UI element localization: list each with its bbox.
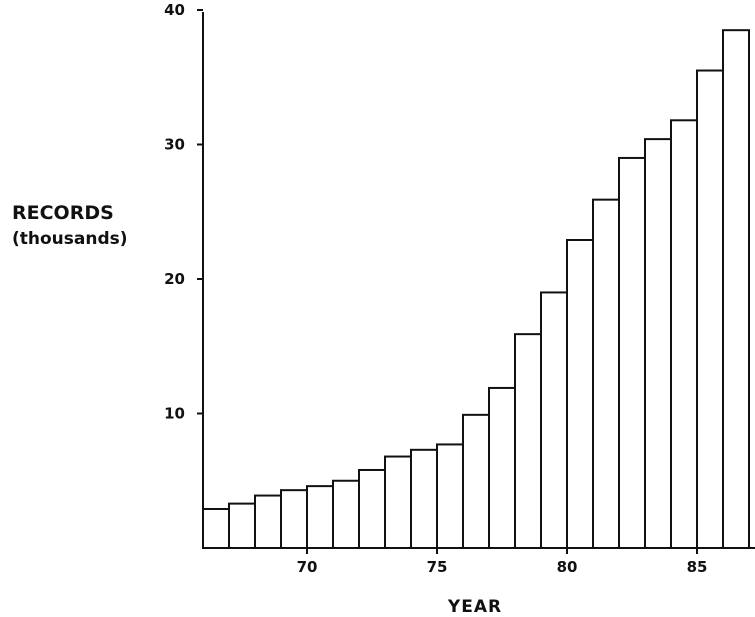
- bar-85: [696, 69, 724, 550]
- bar-79: [540, 291, 568, 550]
- x-tick-label-70: 70: [297, 558, 318, 576]
- bar-78: [514, 333, 542, 549]
- y-tick-label-20: 20: [164, 270, 185, 288]
- y-tick-label-30: 30: [164, 136, 185, 154]
- bar-72: [358, 468, 386, 549]
- bar-73: [384, 455, 412, 550]
- bar-70: [306, 485, 334, 550]
- bar-81: [592, 198, 620, 550]
- bar-84: [670, 119, 698, 549]
- axes-group: [197, 9, 755, 554]
- bar-66: [202, 507, 230, 549]
- bar-83: [644, 138, 672, 549]
- x-tick-label-75: 75: [427, 558, 448, 576]
- x-tick-label-85: 85: [687, 558, 708, 576]
- bar-74: [410, 448, 438, 549]
- bars-group: [202, 29, 750, 550]
- y-axis-label-sub: (thousands): [12, 229, 128, 249]
- bar-77: [488, 386, 516, 549]
- bar-71: [332, 479, 360, 549]
- bar-69: [280, 489, 308, 550]
- bar-80: [566, 238, 594, 549]
- y-tick-label-40: 40: [164, 1, 185, 19]
- y-tick-label-10: 10: [164, 405, 185, 423]
- bar-68: [254, 494, 282, 550]
- y-axis-label: RECORDS (thousands): [12, 200, 128, 252]
- bar-82: [618, 156, 646, 549]
- x-axis-label: YEAR: [447, 597, 502, 617]
- x-tick-label-80: 80: [557, 558, 578, 576]
- labels-group: 10 20 30 40 70 75 80 85 YEAR: [164, 1, 707, 617]
- bar-86: [722, 29, 750, 550]
- bar-75: [436, 443, 464, 549]
- y-axis-label-main: RECORDS: [12, 202, 114, 224]
- bar-76: [462, 413, 490, 549]
- bar-67: [228, 502, 256, 549]
